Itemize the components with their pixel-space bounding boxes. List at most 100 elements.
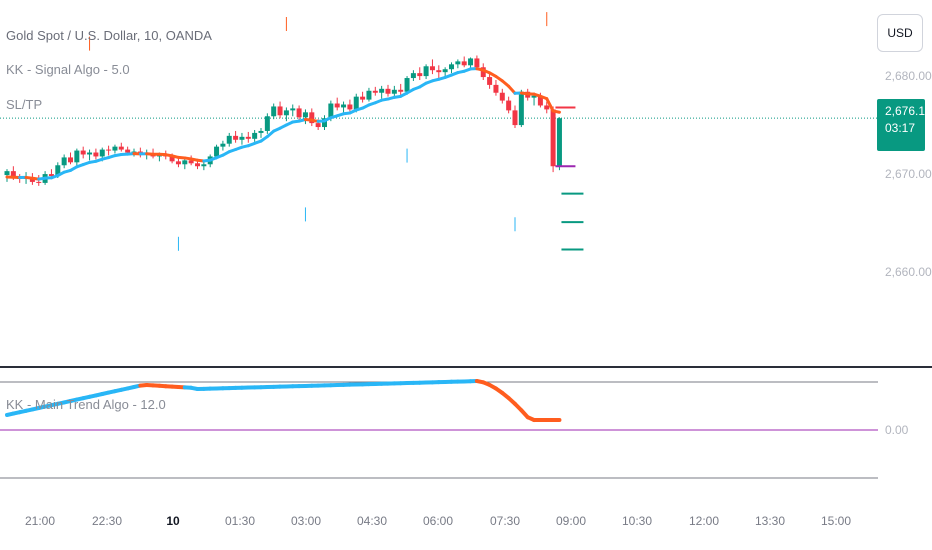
price-tick-label: 2,660.00 — [885, 265, 932, 279]
candle-body — [112, 146, 118, 151]
candle-body — [436, 70, 442, 73]
candle-body — [61, 157, 67, 166]
candle-body — [48, 174, 54, 177]
time-tick-label: 04:30 — [356, 514, 388, 528]
bar-countdown: 03:17 — [885, 121, 916, 135]
candle-body — [195, 163, 200, 167]
candle-body — [480, 67, 486, 78]
candle-body — [309, 112, 315, 124]
time-tick-label: 21:00 — [24, 514, 56, 528]
candle-body — [252, 132, 258, 139]
time-tick-label: 01:30 — [224, 514, 256, 528]
candle-body — [233, 135, 239, 140]
candle-body — [410, 73, 416, 79]
candle-body — [214, 146, 220, 157]
candle-body — [537, 95, 543, 106]
candle-body — [302, 112, 308, 118]
candle-body — [442, 69, 448, 73]
candle-body — [544, 105, 550, 110]
candle-body — [512, 110, 518, 126]
candle-body — [493, 84, 499, 93]
candle-body — [201, 164, 207, 167]
candle-body — [93, 152, 99, 157]
candle-body — [271, 106, 277, 117]
candle-body — [106, 149, 112, 151]
price-tick-label: 2,680.00 — [885, 69, 932, 83]
time-tick-label: 12:00 — [688, 514, 720, 528]
candle-body — [372, 90, 378, 93]
candle-body — [239, 136, 245, 140]
candle-body — [296, 108, 302, 118]
signal-ema-line — [545, 97, 555, 113]
candle-body — [131, 151, 137, 153]
time-tick-label: 13:30 — [754, 514, 786, 528]
candle-body — [245, 136, 251, 139]
price-tick-label: 2,670.00 — [885, 167, 932, 181]
candle-body — [360, 96, 366, 100]
symbol-title[interactable]: Gold Spot / U.S. Dollar, 10, OANDA — [6, 28, 212, 43]
candle-body — [461, 61, 467, 66]
candle-body — [283, 110, 289, 116]
candle-body — [347, 104, 353, 110]
candle-body — [429, 66, 435, 71]
pane-separator[interactable] — [0, 366, 932, 368]
candle-body — [449, 64, 454, 70]
signal-ema-line — [551, 109, 561, 114]
candle-body — [80, 150, 86, 155]
current-price-value: 2,676.11 — [885, 104, 931, 118]
candle-body — [468, 58, 474, 66]
candle-body — [315, 123, 321, 128]
time-tick-label: 06:00 — [422, 514, 454, 528]
candle-body — [226, 135, 232, 144]
candle-body — [182, 160, 188, 165]
candle-body — [175, 161, 181, 165]
candle-body — [74, 150, 80, 163]
time-tick-label: 15:00 — [820, 514, 852, 528]
candle-body — [4, 171, 10, 176]
candle-body — [188, 160, 194, 164]
sub-axis-label: 0.00 — [885, 423, 909, 437]
indicator-signal-algo[interactable]: KK - Signal Algo - 5.0 — [6, 62, 130, 77]
candle-body — [258, 130, 264, 133]
candle-body — [423, 66, 429, 77]
candle-body — [322, 118, 327, 128]
candle-body — [118, 146, 124, 150]
candle-body — [518, 91, 524, 126]
candle-body — [353, 96, 359, 110]
candle-body — [404, 78, 410, 92]
candle-body — [334, 103, 340, 108]
indicator-main-trend[interactable]: KK - Main Trend Algo - 12.0 — [6, 397, 166, 412]
candle-body — [10, 171, 16, 178]
time-tick-label: 07:30 — [489, 514, 521, 528]
candle-body — [474, 58, 480, 68]
candle-body — [290, 108, 296, 111]
candle-body — [169, 156, 175, 162]
signal-ema-line — [507, 84, 517, 95]
candle-body — [36, 181, 42, 183]
candle-body — [417, 73, 423, 77]
candle-body — [379, 88, 385, 93]
candle-body — [385, 88, 391, 94]
time-tick-label: 10 — [166, 514, 180, 528]
candle-body — [556, 118, 562, 167]
candle-body — [277, 106, 283, 116]
current-price-badge: 2,676.11 03:17 — [877, 99, 931, 151]
candle-body — [220, 143, 226, 147]
currency-button[interactable]: USD — [877, 14, 923, 52]
candle-body — [125, 149, 131, 153]
candle-body — [550, 109, 556, 167]
candle-body — [531, 95, 537, 98]
candle-body — [366, 90, 372, 100]
candle-body — [341, 104, 347, 108]
candle-body — [499, 92, 505, 101]
time-tick-label: 10:30 — [621, 514, 653, 528]
candle-body — [264, 116, 270, 131]
candle-body — [99, 149, 105, 157]
candle-body — [506, 100, 512, 111]
candle-body — [55, 165, 61, 177]
indicator-sl-tp[interactable]: SL/TP — [6, 97, 43, 112]
time-tick-label: 09:00 — [555, 514, 587, 528]
candle-body — [391, 89, 397, 94]
candle-body — [87, 152, 93, 155]
